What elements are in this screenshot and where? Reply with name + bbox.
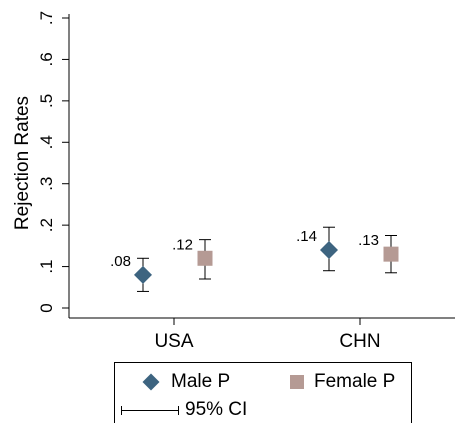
data-point-male-p: [134, 265, 152, 284]
data-label: .13: [358, 232, 379, 249]
diamond-marker-icon: [142, 373, 160, 391]
data-point-female-p: [383, 246, 399, 262]
chart-legend: Male P Female P 95% CI: [114, 362, 412, 423]
y-tick-label: .4: [37, 135, 56, 149]
data-label: .14: [296, 228, 317, 245]
legend-label-ci: 95% CI: [185, 399, 248, 420]
legend-label-male: Male P: [171, 371, 231, 392]
legend-label-female: Female P: [314, 371, 396, 392]
chart-axes: 0 .1 .2 .3 .4 .5 .6 .7 Rejection Rates USA CHN: [12, 11, 455, 352]
confidence-interval-icon: [121, 405, 179, 415]
y-tick-label: .6: [37, 52, 56, 66]
y-tick-label: 0: [37, 303, 56, 312]
y-axis-title: Rejection Rates: [12, 96, 33, 230]
y-tick-label: .2: [37, 218, 56, 232]
data-point-female-p: [197, 250, 213, 266]
y-tick-label: .5: [37, 94, 56, 108]
data-label: .08: [110, 253, 131, 270]
data-label: .12: [172, 236, 193, 253]
y-tick-label: .1: [37, 259, 56, 273]
y-tick-label: .7: [37, 11, 56, 25]
square-marker-icon: [290, 375, 304, 389]
legend-item-female: Female P: [290, 371, 395, 393]
legend-item-ci: 95% CI: [121, 399, 247, 421]
y-tick-label: .3: [37, 177, 56, 191]
x-tick-label: CHN: [339, 331, 380, 352]
legend-item-male: Male P: [142, 371, 231, 393]
data-point-male-p: [320, 241, 338, 259]
chart-marks: .08 .14 .12 .13: [110, 226, 399, 292]
x-tick-label: USA: [154, 331, 193, 352]
